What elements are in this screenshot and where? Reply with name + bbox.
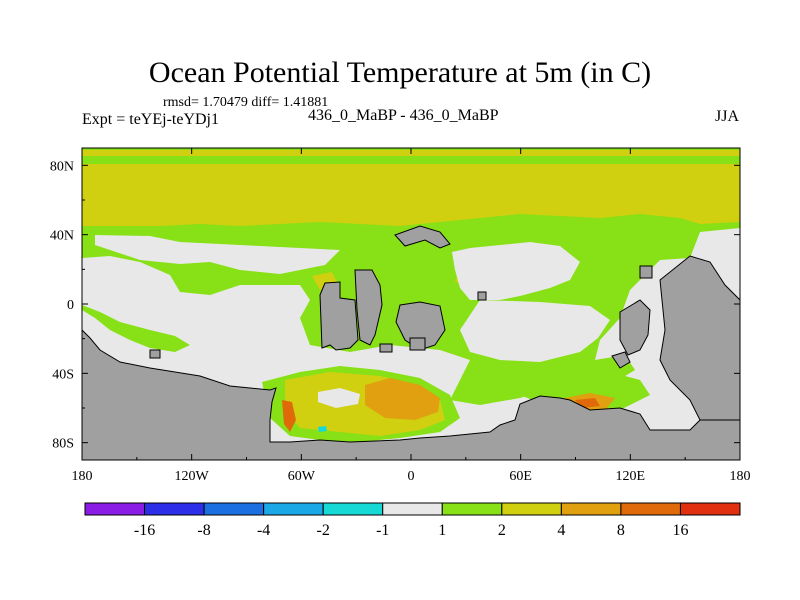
field-orange-chile [282, 400, 296, 432]
x-tick-label: 60E [509, 469, 532, 484]
runs-label: 436_0_MaBP - 436_0_MaBP [308, 107, 499, 124]
y-tick-label: 80N [50, 159, 74, 174]
field-cyan [318, 426, 327, 432]
field-hole-atlantic [452, 242, 580, 300]
colorbar-swatch [203, 502, 265, 516]
x-tick-label: 120W [175, 469, 210, 484]
colorbar-swatch [263, 502, 324, 516]
x-tick-label: 180 [72, 469, 93, 484]
land-nz [611, 351, 631, 369]
field-orange-gyre [365, 378, 440, 420]
y-tick-label: 40S [52, 367, 74, 382]
season-label: JJA [715, 108, 740, 125]
colorbar-label: -2 [317, 522, 330, 539]
x-tick-label: 0 [408, 469, 415, 484]
colorbar-swatch [560, 502, 622, 516]
colorbar: -16 -8 -4 -2 -1 1 2 4 8 16 [84, 502, 741, 539]
experiment-label: Expt = teYEj-teYDj1 [82, 111, 219, 128]
colorbar-swatch [84, 502, 146, 516]
colorbar-swatch [620, 502, 681, 516]
land-antarctica [81, 328, 741, 461]
land-australia [659, 255, 741, 421]
colorbar-label: 2 [498, 522, 506, 539]
land-north-africa [394, 225, 451, 249]
y-axis: 80N 40N 0 40S 80S [50, 159, 740, 452]
colorbar-label: -16 [134, 522, 155, 539]
land-pac-small2 [379, 343, 393, 353]
land-africa [395, 301, 446, 351]
colorbar-label: -1 [376, 522, 389, 539]
y-tick-label: 40N [50, 229, 74, 244]
colorbar-label: 16 [672, 522, 688, 539]
field-hole-indian [460, 300, 610, 362]
x-axis: 180 120W 60W 0 60E 120E 180 [72, 148, 751, 484]
x-tick-label: 60W [288, 469, 316, 484]
x-tick-label: 120E [616, 469, 646, 484]
y-tick-label: 0 [67, 298, 74, 313]
x-tick-label: 180 [730, 469, 751, 484]
land-se-asia [619, 299, 651, 356]
colorbar-swatch [441, 502, 503, 516]
field-hole-sepac [180, 300, 290, 352]
colorbar-swatch [322, 502, 384, 516]
field-green-west [82, 305, 190, 352]
field-hole-pacific [95, 235, 340, 274]
land-asia-east [639, 265, 653, 279]
colorbar-label: -4 [257, 522, 270, 539]
colorbar-swatch [501, 502, 562, 516]
colorbar-swatch [144, 502, 205, 516]
land-central [354, 269, 383, 346]
y-tick-label: 80S [52, 437, 74, 452]
field-hole-southring [318, 388, 360, 408]
colorbar-label: 8 [617, 522, 625, 539]
colorbar-label: -8 [197, 522, 210, 539]
chart-title: Ocean Potential Temperature at 5m (in C) [148, 56, 652, 89]
field-yellow-band [82, 164, 740, 226]
colorbar-label: 1 [438, 522, 446, 539]
stats-label: rmsd= 1.70479 diff= 1.41881 [163, 95, 329, 110]
colorbar-label: 4 [557, 522, 565, 539]
colorbar-swatch [679, 502, 741, 516]
land-africa-small [409, 337, 426, 351]
land-south-america [319, 281, 359, 351]
land-pac-small [149, 349, 161, 359]
land-mideast [477, 291, 487, 301]
map-field [81, 148, 741, 461]
colorbar-swatch [382, 502, 443, 516]
